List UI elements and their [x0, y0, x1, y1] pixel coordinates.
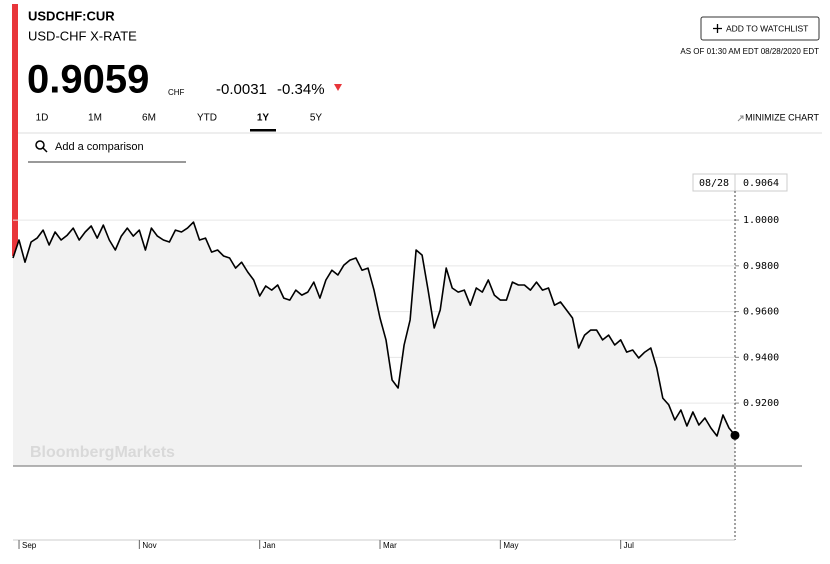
active-tab-underline[interactable]: [250, 129, 276, 132]
price-area: [13, 222, 735, 466]
crosshair-value-box: [734, 173, 788, 192]
range-tab[interactable]: YTD: [197, 113, 217, 124]
minimize-button[interactable]: MINIMIZE CHART: [737, 112, 819, 122]
x-tick-label: Mar: [383, 541, 397, 550]
watermark: BloombergMarkets: [30, 444, 175, 461]
minimize-label[interactable]: MINIMIZE CHART: [745, 112, 819, 122]
range-tabs: 1D 1M 6M YTD 1Y 5Y: [36, 113, 323, 132]
x-tick-label: Nov: [142, 541, 156, 550]
watchlist-button[interactable]: ADD TO WATCHLIST: [700, 16, 820, 41]
x-tick-label: Jul: [624, 541, 634, 550]
price-line: [12, 221, 736, 437]
y-tick-label: 0.9600: [743, 307, 779, 318]
button-frame[interactable]: [700, 16, 820, 41]
x-tick-label: May: [503, 541, 518, 550]
y-tick-label: 1.0000: [743, 215, 779, 226]
y-tick-label: 0.9400: [743, 352, 779, 363]
crosshair-date: 08/28: [699, 178, 729, 189]
ticker: USDCHF:CUR: [28, 8, 115, 23]
x-tick-label: Jan: [263, 541, 276, 550]
minimize-icon[interactable]: [737, 115, 744, 122]
search-placeholder[interactable]: Add a comparison: [55, 141, 144, 153]
range-tab[interactable]: 1M: [88, 113, 102, 124]
currency: CHF: [168, 88, 185, 97]
price: 0.9059: [27, 58, 149, 102]
price-change: -0.0031: [216, 81, 267, 98]
y-tick-label: 0.9200: [743, 398, 779, 409]
search-icon[interactable]: [35, 140, 45, 150]
search-icon-handle[interactable]: [42, 147, 48, 153]
comparison-search[interactable]: Add a comparison: [28, 140, 186, 163]
price-change-percent: -0.34%: [277, 81, 325, 98]
button-label[interactable]: ADD TO WATCHLIST: [726, 23, 808, 33]
last-point: [730, 430, 740, 440]
down-arrow: [334, 84, 342, 91]
x-tick-label: Sep: [22, 541, 37, 550]
range-tab[interactable]: 5Y: [310, 113, 323, 124]
accent-bar: [12, 4, 18, 256]
instrument-name: USD-CHF X-RATE: [28, 28, 137, 43]
range-tab[interactable]: 6M: [142, 113, 156, 124]
plus-icon[interactable]: [713, 24, 722, 33]
timestamp: AS OF 01:30 AM EDT 08/28/2020 EDT: [680, 47, 819, 56]
y-tick-label: 0.9800: [743, 261, 779, 272]
price-chart: 08/28 0.9064 0.9200 0.9400 0.9600 0.9800 1.000…: [12, 173, 802, 550]
range-tab[interactable]: 1D: [36, 113, 49, 124]
crosshair-value: 0.9064: [743, 178, 779, 189]
range-tab[interactable]: 1Y: [257, 113, 270, 124]
